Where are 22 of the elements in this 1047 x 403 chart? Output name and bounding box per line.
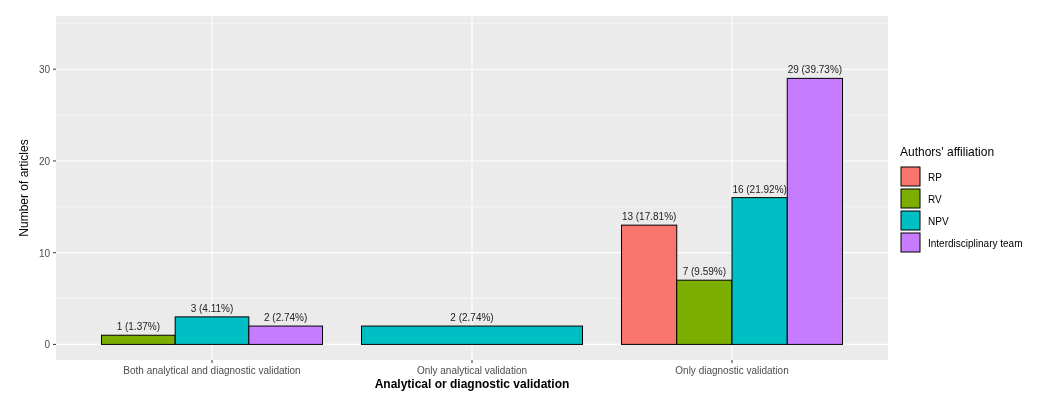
data-label: 3 (4.11%): [190, 302, 234, 314]
data-label: 7 (9.59%): [682, 266, 727, 278]
data-label: 1 (1.37%): [116, 321, 161, 333]
x-tick-label: Only analytical validation: [416, 365, 528, 376]
y-axis-title: Number of articles: [17, 139, 31, 237]
data-label: 13 (17.81%): [621, 211, 677, 223]
data-label: 29 (39.73%): [787, 64, 843, 76]
legend-label: Interdisciplinary team: [928, 238, 1023, 249]
legend-label: NPV: [928, 216, 949, 227]
data-label: 2 (2.74%): [450, 312, 494, 324]
y-tick-label: 20: [38, 155, 51, 167]
legend-title: Authors' affiliation: [900, 145, 995, 159]
y-tick-label: 10: [38, 247, 51, 259]
x-tick-label: Only diagnostic validation: [675, 365, 789, 376]
legend-label: RV: [928, 194, 943, 205]
x-axis-title: Analytical or diagnostic validation: [374, 377, 570, 391]
y-tick-label: 0: [44, 339, 51, 351]
x-tick-label: Both analytical and diagnostic validation: [123, 365, 301, 376]
data-label: 2 (2.74%): [263, 312, 308, 324]
data-label: 16 (21.92%): [732, 183, 787, 195]
y-tick-label: 30: [38, 64, 51, 76]
legend-label: RP: [928, 172, 943, 183]
